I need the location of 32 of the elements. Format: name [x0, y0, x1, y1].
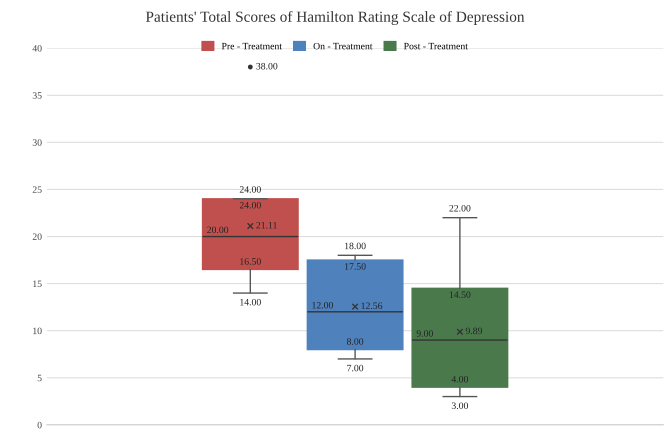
annotation: 24.00 [240, 186, 261, 193]
y-tick-label: 40 [32, 45, 42, 52]
annotation: 17.50 [345, 263, 366, 270]
y-tick-label: 5 [38, 374, 42, 382]
annotation: 20.00 [207, 226, 228, 234]
y-tick-label: 15 [33, 280, 42, 288]
annotation: 21.11 [256, 222, 277, 229]
annotation: 14.00 [240, 298, 261, 306]
annotation: 7.00 [347, 364, 364, 372]
y-tick-label: 30 [32, 139, 42, 146]
legend-label: Pre - Treatment [222, 42, 282, 50]
annotation: 12.00 [312, 302, 333, 309]
annotation: 8.00 [346, 338, 364, 345]
annotation: 16.50 [240, 258, 261, 265]
legend-label: Post - Treatment [404, 42, 468, 50]
annotation: 4.00 [452, 376, 468, 382]
annotation: 12.56 [362, 302, 382, 310]
chart-title: Patients' Total Scores of Hamilton Rating Scale of Depression [146, 10, 524, 26]
y-tick-label: 25 [32, 186, 42, 193]
annotation: 9.00 [416, 330, 433, 337]
annotation: 24.00 [240, 202, 261, 209]
annotation: 38.00 [256, 62, 278, 70]
y-tick-label: 20 [32, 233, 42, 240]
annotation: 18.00 [345, 242, 366, 250]
annotation: 9.89 [466, 328, 482, 334]
annotation: 3.00 [452, 402, 468, 410]
annotation: 14.50 [450, 291, 470, 298]
y-tick-label: 10 [33, 328, 42, 334]
y-tick-label: 0 [38, 422, 42, 428]
y-tick-label: 35 [32, 92, 42, 99]
legend-label: On - Treatment [314, 42, 372, 50]
annotation: 22.00 [449, 204, 470, 212]
